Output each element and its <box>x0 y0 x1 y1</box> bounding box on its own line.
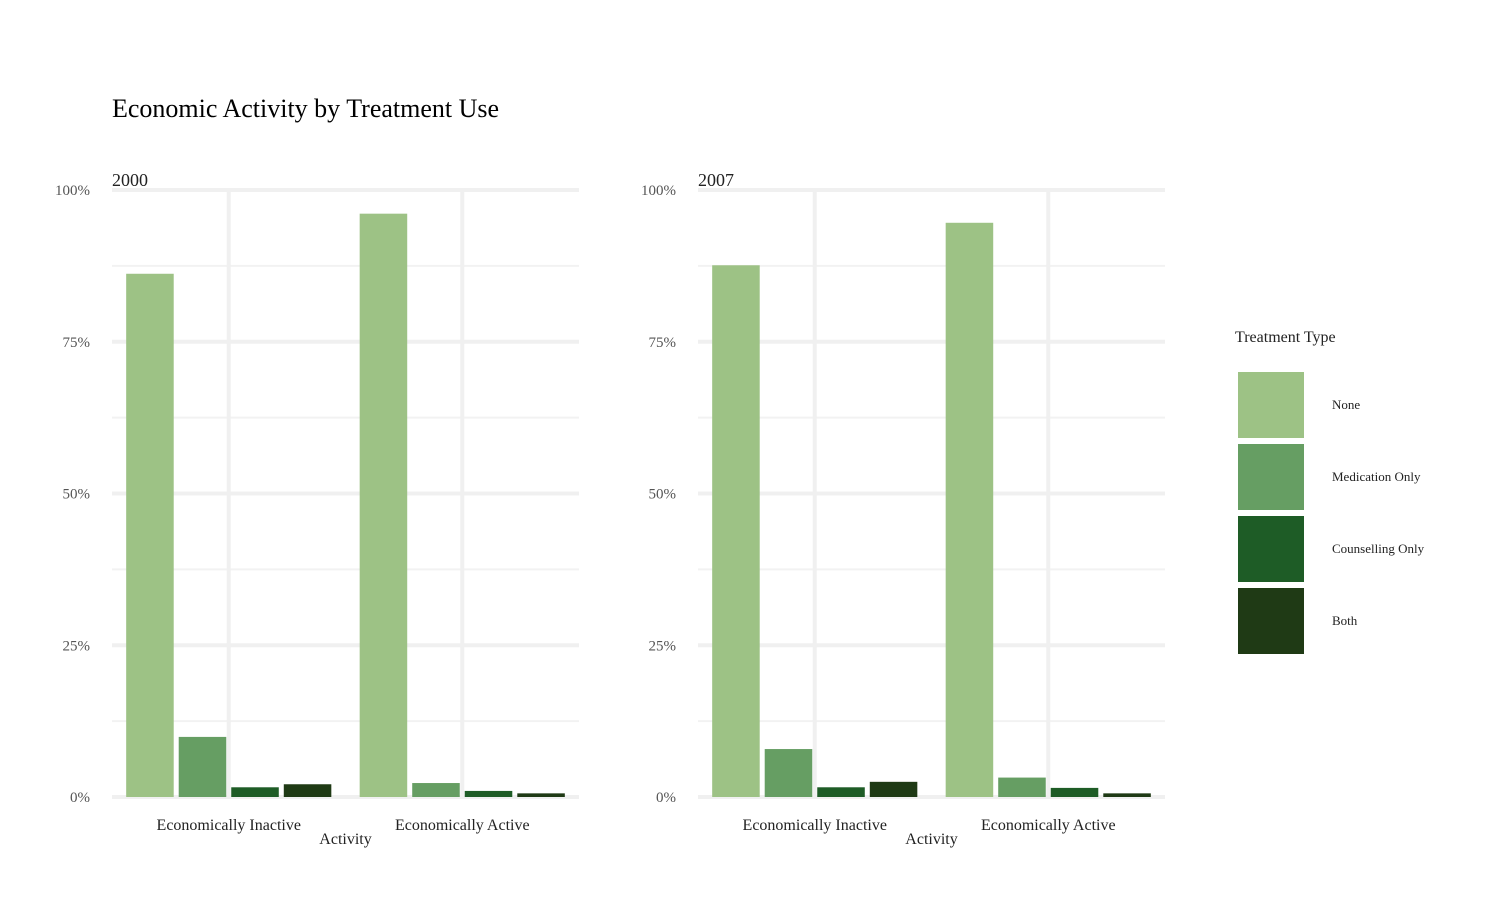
y-tick-label: 0% <box>656 790 676 806</box>
legend-swatch <box>1238 516 1304 582</box>
facet-label: 2000 <box>112 170 148 190</box>
bar-counselling-only <box>1050 787 1099 797</box>
y-tick-label: 50% <box>63 487 91 503</box>
bar-medication-only <box>998 777 1046 797</box>
x-tick-label: Economically Active <box>395 817 530 834</box>
bar-counselling-only <box>817 787 865 797</box>
bar-medication-only <box>178 736 227 797</box>
x-axis-title: Activity <box>905 831 957 848</box>
x-tick-label: Economically Inactive <box>157 817 301 834</box>
legend-swatch <box>1238 588 1304 654</box>
legend-title: Treatment Type <box>1235 329 1336 346</box>
bar-none <box>945 222 994 797</box>
bar-both <box>1103 793 1151 797</box>
y-tick-label: 100% <box>641 183 676 199</box>
y-tick-label: 25% <box>649 638 677 654</box>
y-tick-label: 100% <box>55 183 90 199</box>
bar-counselling-only <box>231 787 279 797</box>
bar-medication-only <box>764 749 813 797</box>
x-tick-label: Economically Active <box>981 817 1116 834</box>
bar-both <box>869 781 918 797</box>
x-tick-label: Economically Inactive <box>743 817 887 834</box>
facet-label: 2007 <box>698 170 734 190</box>
legend-label: None <box>1332 397 1360 412</box>
legend-label: Both <box>1332 613 1358 628</box>
bar-both <box>283 784 332 797</box>
legend-label: Counselling Only <box>1332 541 1425 556</box>
x-axis-title: Activity <box>319 831 371 848</box>
bar-medication-only <box>412 783 460 797</box>
bar-both <box>517 793 565 797</box>
y-tick-label: 0% <box>70 790 90 806</box>
legend-swatch <box>1238 444 1304 510</box>
bar-none <box>712 265 760 797</box>
chart-title: Economic Activity by Treatment Use <box>112 94 500 123</box>
legend-swatch <box>1238 372 1304 438</box>
bar-counselling-only <box>464 790 513 797</box>
y-tick-label: 25% <box>63 638 91 654</box>
legend-label: Medication Only <box>1332 469 1421 484</box>
y-tick-label: 75% <box>649 335 677 351</box>
y-tick-label: 75% <box>63 335 91 351</box>
bar-none <box>126 273 174 797</box>
y-tick-label: 50% <box>649 487 677 503</box>
bar-none <box>359 213 408 798</box>
